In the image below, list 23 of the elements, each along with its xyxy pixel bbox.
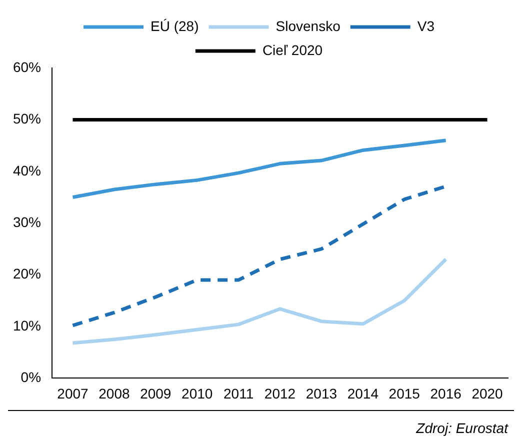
- x-tick-label: 2012: [264, 385, 296, 402]
- legend-label: EÚ (28): [150, 18, 199, 34]
- legend-label: Cieľ 2020: [262, 42, 323, 58]
- x-tick-label: 2008: [98, 385, 130, 402]
- text: Zdroj: Eurostat: [416, 420, 508, 436]
- x-tick-label: 2016: [430, 385, 462, 402]
- y-tick-label: 40%: [12, 162, 42, 178]
- x-tick-label: 2014: [347, 385, 379, 402]
- x-tick-label: 2007: [57, 385, 89, 402]
- y-tick-label: 30%: [12, 214, 42, 230]
- x-tick-label: 2009: [140, 385, 172, 402]
- x-tick-label: 2013: [306, 385, 338, 402]
- x-tick-label: 2020: [472, 385, 504, 402]
- y-tick-label: 0%: [20, 369, 42, 386]
- x-tick-label: 2015: [388, 385, 420, 402]
- legend-label: Slovensko: [276, 18, 341, 34]
- x-tick-label: 2010: [182, 385, 213, 402]
- y-tick-label: 60%: [12, 58, 42, 75]
- y-tick-label: 50%: [12, 110, 42, 127]
- y-tick-label: 10%: [12, 317, 42, 334]
- x-tick-label: 2011: [224, 385, 254, 402]
- y-tick-label: 20%: [12, 266, 42, 282]
- legend-label: V3: [417, 18, 435, 34]
